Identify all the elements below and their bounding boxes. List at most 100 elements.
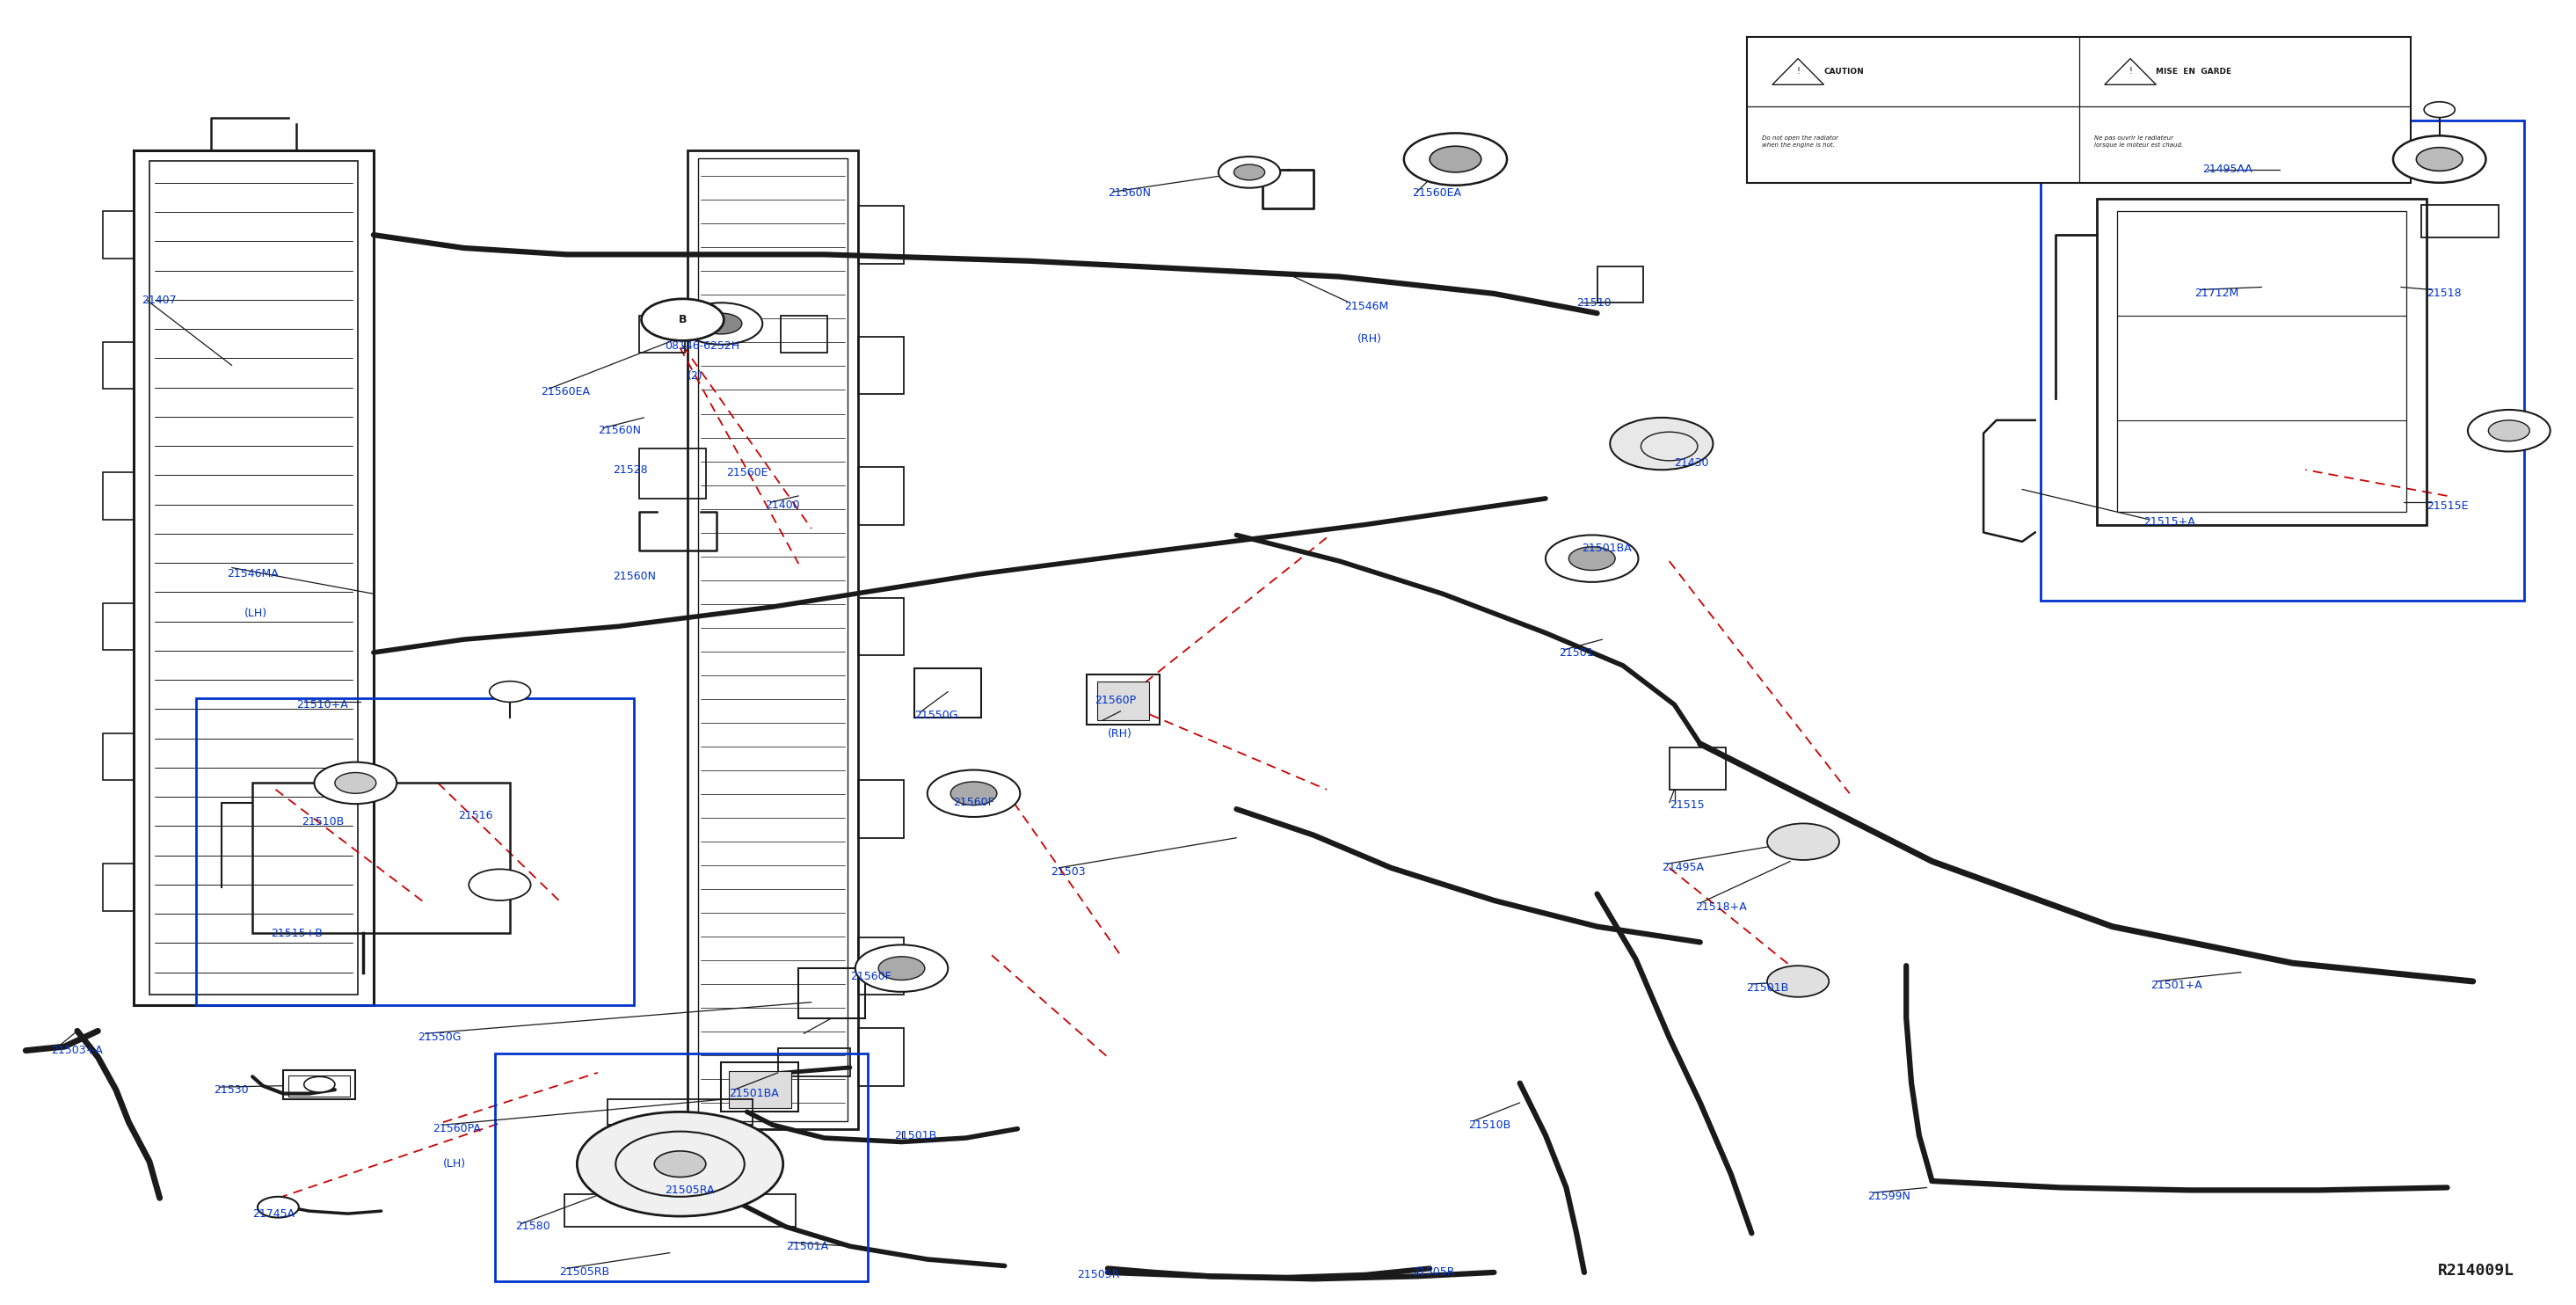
Text: 21400: 21400 xyxy=(765,500,801,510)
Circle shape xyxy=(258,1197,299,1218)
Bar xyxy=(2421,205,2499,238)
Bar xyxy=(2097,198,2427,525)
Text: 21528: 21528 xyxy=(613,465,649,475)
Bar xyxy=(2040,120,2524,600)
Text: 21515+A: 21515+A xyxy=(2143,517,2195,527)
Bar xyxy=(858,337,904,394)
Bar xyxy=(799,968,866,1018)
Bar xyxy=(103,211,134,258)
Bar xyxy=(858,780,904,838)
Text: (RH): (RH) xyxy=(1108,728,1133,739)
Bar xyxy=(688,150,858,1129)
Bar xyxy=(252,783,510,933)
Circle shape xyxy=(680,303,762,345)
Circle shape xyxy=(1610,418,1713,470)
Text: !: ! xyxy=(1795,68,1801,76)
Bar xyxy=(495,1053,868,1282)
Bar xyxy=(103,603,134,650)
Bar xyxy=(639,449,706,499)
Text: 21560EA: 21560EA xyxy=(541,386,590,397)
Circle shape xyxy=(641,299,724,341)
Text: 21560N: 21560N xyxy=(598,425,641,436)
Text: 21501B: 21501B xyxy=(894,1130,935,1141)
Text: (RH): (RH) xyxy=(1358,334,1383,345)
Circle shape xyxy=(878,957,925,980)
Text: (LH): (LH) xyxy=(443,1159,466,1169)
Text: 21516: 21516 xyxy=(459,810,492,821)
Circle shape xyxy=(2393,136,2486,183)
Bar xyxy=(858,1028,904,1086)
Text: 21560N: 21560N xyxy=(613,572,657,582)
Text: Do not open the radiator
when the engine is hot.: Do not open the radiator when the engine… xyxy=(1762,136,1839,147)
Bar xyxy=(103,864,134,911)
Bar xyxy=(149,161,358,994)
Text: 21518: 21518 xyxy=(2427,288,2463,299)
Circle shape xyxy=(2424,102,2455,117)
Bar xyxy=(1097,681,1149,720)
Text: 21501BA: 21501BA xyxy=(729,1088,778,1099)
Text: 08146-6252H: 08146-6252H xyxy=(665,341,739,351)
Bar xyxy=(1597,266,1643,303)
Circle shape xyxy=(654,1151,706,1177)
Circle shape xyxy=(2488,420,2530,441)
Circle shape xyxy=(927,770,1020,817)
Text: 21503+A: 21503+A xyxy=(52,1045,103,1056)
Text: 21745A: 21745A xyxy=(252,1208,294,1219)
Bar xyxy=(283,1070,355,1099)
Circle shape xyxy=(577,1112,783,1216)
Text: 21560PA: 21560PA xyxy=(433,1124,482,1134)
Text: 21505R: 21505R xyxy=(1412,1267,1455,1278)
Bar xyxy=(289,1075,350,1096)
Text: 21505R: 21505R xyxy=(1077,1270,1121,1280)
Bar xyxy=(103,342,134,389)
Bar xyxy=(721,1062,799,1112)
Bar xyxy=(1087,675,1159,724)
Text: 21560E: 21560E xyxy=(726,467,768,478)
Bar xyxy=(639,316,685,352)
Bar xyxy=(858,467,904,525)
Text: CAUTION: CAUTION xyxy=(1824,68,1865,76)
Text: 21515: 21515 xyxy=(1669,800,1705,810)
Circle shape xyxy=(314,762,397,804)
Circle shape xyxy=(951,782,997,805)
Bar xyxy=(1747,37,2411,183)
Text: 21580: 21580 xyxy=(515,1221,551,1232)
Bar xyxy=(564,1194,796,1227)
Text: 21510B: 21510B xyxy=(301,817,343,827)
Bar xyxy=(134,150,374,1005)
Circle shape xyxy=(2468,410,2550,452)
Text: 21518+A: 21518+A xyxy=(1695,902,1747,912)
Text: 21501+A: 21501+A xyxy=(2151,980,2202,990)
Text: 21430: 21430 xyxy=(1674,458,1708,468)
Text: 21550G: 21550G xyxy=(417,1032,461,1043)
Text: 21560F: 21560F xyxy=(850,971,891,981)
Text: 21530: 21530 xyxy=(214,1084,250,1095)
Text: 21510: 21510 xyxy=(1577,298,1613,308)
Bar xyxy=(781,316,827,352)
Text: Ne pas ouvrir le radiateur
lorsque le moteur est chaud.: Ne pas ouvrir le radiateur lorsque le mo… xyxy=(2094,136,2184,147)
Text: 21501A: 21501A xyxy=(786,1241,827,1251)
Text: 21510B: 21510B xyxy=(1468,1120,1510,1130)
Bar xyxy=(698,158,848,1121)
Text: B: B xyxy=(677,315,688,325)
Circle shape xyxy=(1404,133,1507,185)
Text: 21560P: 21560P xyxy=(1095,696,1136,706)
Text: 21495AA: 21495AA xyxy=(2202,164,2251,175)
Text: 21503: 21503 xyxy=(1051,867,1087,877)
Bar xyxy=(2117,211,2406,512)
Circle shape xyxy=(1234,164,1265,180)
Text: 21546M: 21546M xyxy=(1345,301,1388,312)
Text: 21546MA: 21546MA xyxy=(227,569,278,579)
Text: (LH): (LH) xyxy=(245,608,268,619)
Text: 21510+A: 21510+A xyxy=(296,699,348,710)
Text: 21550G: 21550G xyxy=(914,710,958,720)
Circle shape xyxy=(855,945,948,992)
Text: 21560EA: 21560EA xyxy=(1412,188,1461,198)
Text: (2): (2) xyxy=(688,371,703,381)
Text: 21515E: 21515E xyxy=(2427,501,2468,512)
Bar xyxy=(103,733,134,780)
Bar xyxy=(914,668,981,718)
Text: 21407: 21407 xyxy=(142,295,178,305)
Text: 21560F: 21560F xyxy=(953,797,994,808)
Text: 21712M: 21712M xyxy=(2195,288,2239,299)
